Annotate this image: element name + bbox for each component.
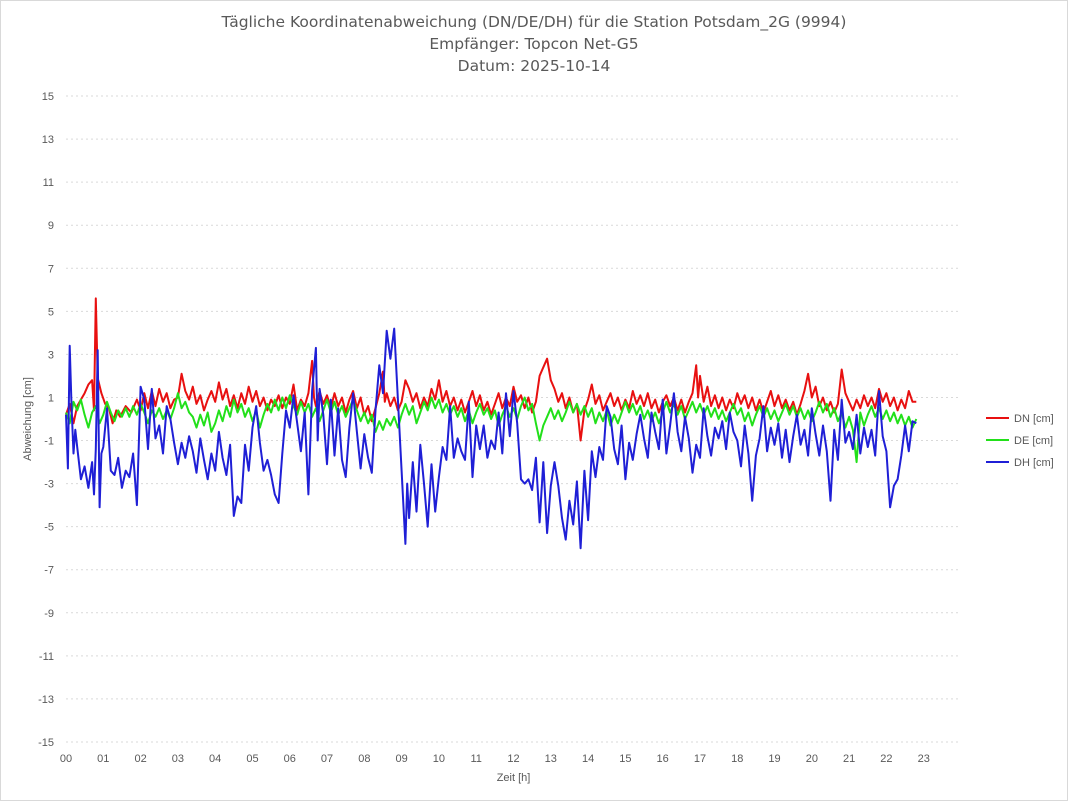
legend-label-dh: DH [cm] — [1014, 457, 1054, 469]
series-line-de — [65, 392, 918, 464]
x-tick-label: 02 — [134, 753, 146, 765]
x-tick-label: 23 — [918, 753, 930, 765]
x-tick-label: 06 — [284, 753, 296, 765]
x-tick-label: 13 — [545, 753, 557, 765]
x-tick-label: 01 — [97, 753, 109, 765]
y-tick-label: 1 — [48, 392, 54, 404]
x-tick-label: 12 — [507, 753, 519, 765]
y-tick-label: -3 — [44, 479, 54, 491]
chart-subtitle-receiver: Empfänger: Topcon Net-G5 — [429, 35, 639, 53]
y-tick-label: 9 — [48, 220, 54, 232]
grid-layer — [66, 95, 961, 743]
x-tick-label: 20 — [806, 753, 818, 765]
y-tick-label: 7 — [48, 263, 54, 275]
x-tick-label: 14 — [582, 753, 594, 765]
y-tick-label: 13 — [42, 134, 54, 146]
x-tick-label: 10 — [433, 753, 445, 765]
y-tick-label: 15 — [42, 91, 54, 103]
x-tick-label: 07 — [321, 753, 333, 765]
x-tick-label: 22 — [880, 753, 892, 765]
series-line-dn — [65, 297, 917, 442]
y-tick-label: -7 — [44, 565, 54, 577]
y-tick-label: -9 — [44, 608, 54, 620]
x-tick-label: 09 — [396, 753, 408, 765]
x-tick-label: 03 — [172, 753, 184, 765]
x-tick-label: 05 — [246, 753, 258, 765]
series-line-dh — [65, 327, 917, 550]
y-tick-label: -5 — [44, 522, 54, 534]
x-tick-labels: 00 01 02 03 04 05 06 07 08 09 10 11 12 13 14 15 16 17 18 19… — [60, 753, 930, 765]
y-tick-label: 11 — [43, 177, 54, 189]
y-tick-label: 3 — [48, 349, 54, 361]
y-tick-label: -15 — [38, 737, 54, 749]
chart-title: Tägliche Koordinatenabweichung (DN/DE/DH… — [221, 13, 847, 31]
y-tick-label: -13 — [38, 694, 54, 706]
series-layer — [65, 297, 918, 550]
x-tick-label: 16 — [657, 753, 669, 765]
x-tick-label: 18 — [731, 753, 743, 765]
x-tick-label: 17 — [694, 753, 706, 765]
x-tick-label: 21 — [843, 753, 855, 765]
y-axis-title: Abweichung [cm] — [22, 377, 34, 461]
chart-subtitle-date: Datum: 2025-10-14 — [457, 57, 611, 75]
y-tick-labels: 15 13 11 9 7 5 3 1 -1 -3 -5 -7 -9 -11 -13 -15 — [38, 91, 54, 749]
x-tick-label: 00 — [60, 753, 72, 765]
x-tick-label: 11 — [470, 753, 481, 765]
chart-title-block: Tägliche Koordinatenabweichung (DN/DE/DH… — [1, 11, 1067, 77]
legend-label-dn: DN [cm] — [1014, 413, 1054, 425]
legend-label-de: DE [cm] — [1014, 435, 1053, 447]
x-tick-label: 08 — [358, 753, 370, 765]
y-tick-label: -11 — [39, 651, 54, 663]
x-tick-label: 19 — [768, 753, 780, 765]
x-axis-title: Zeit [h] — [497, 772, 531, 784]
x-tick-label: 15 — [619, 753, 631, 765]
x-tick-label: 04 — [209, 753, 221, 765]
legend: DN [cm] DE [cm] DH [cm] — [986, 413, 1054, 469]
y-tick-label: -1 — [44, 436, 54, 448]
y-tick-label: 5 — [48, 306, 54, 318]
